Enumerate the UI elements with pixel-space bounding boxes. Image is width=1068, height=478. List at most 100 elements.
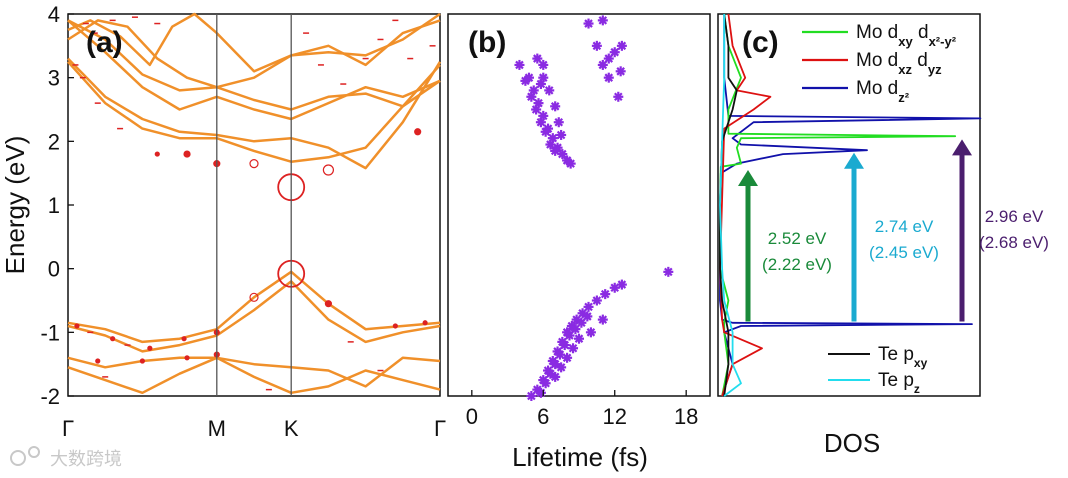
dos-curve — [719, 14, 742, 397]
legend-text: Mo d — [856, 50, 898, 71]
lifetime-point — [570, 324, 581, 335]
lifetime-point — [603, 72, 614, 83]
legend-label: Te pz — [878, 370, 920, 396]
band-weight-marker — [147, 345, 153, 351]
y-tick-label: 1 — [48, 193, 60, 218]
lifetime-point — [556, 362, 567, 373]
band-c4 — [67, 19, 441, 111]
lifetime-point — [603, 53, 614, 64]
lifetime-point — [545, 139, 556, 150]
lifetime-point — [526, 91, 537, 102]
panel-a-kpoint-lines — [216, 14, 292, 396]
k-tick-label: M — [208, 416, 226, 441]
lifetime-point — [532, 53, 543, 64]
band-weight-marker — [184, 355, 190, 361]
transition-energy-label: 2.52 eV — [768, 229, 827, 248]
legend-text: Mo d — [856, 78, 898, 99]
watermark-text: 大数跨境 — [50, 449, 122, 469]
transition-energy-label-alt: (2.22 eV) — [762, 255, 832, 274]
lifetime-point — [616, 279, 627, 290]
transition-energy-label: 2.96 eV — [985, 207, 1044, 226]
legend-text: d — [912, 50, 928, 71]
lifetime-point-stroke — [555, 350, 565, 359]
lifetime-point-stroke — [592, 41, 602, 51]
lifetime-point — [556, 129, 567, 140]
legend-sub: yz — [928, 62, 942, 77]
transition-arrow-head — [844, 152, 864, 169]
band-weight-marker — [324, 300, 332, 308]
lifetime-point — [609, 47, 620, 58]
lifetime-point — [568, 343, 579, 354]
band-c3 — [67, 19, 441, 121]
lifetime-point — [531, 104, 542, 115]
lifetime-point-stroke — [531, 105, 541, 114]
panel-a-markers — [72, 16, 436, 391]
lifetime-point-stroke — [566, 159, 575, 168]
band-v3 — [67, 356, 441, 388]
y-tick-label: 4 — [48, 2, 60, 27]
band-v4 — [67, 356, 441, 395]
band-weight-marker — [181, 336, 187, 342]
lifetime-point-stroke — [521, 76, 530, 86]
lifetime-point-stroke — [583, 312, 592, 321]
lifetime-point-stroke — [533, 54, 542, 63]
band-weight-marker — [249, 292, 259, 302]
lifetime-point — [615, 66, 626, 77]
lifetime-point-stroke — [527, 92, 536, 102]
panel-a-y-axis-label: Energy (eV) — [0, 136, 30, 275]
band-weight-marker — [414, 128, 422, 136]
transition-arrow-head — [738, 169, 758, 186]
lifetime-point-stroke — [515, 60, 524, 70]
lifetime-point — [520, 75, 531, 86]
lifetime-point — [616, 40, 627, 51]
lifetime-point — [597, 15, 608, 26]
transition-arrow-head — [952, 139, 972, 156]
band-v2 — [67, 280, 441, 353]
x-tick-label: 6 — [537, 404, 549, 429]
x-tick-label: 12 — [602, 404, 626, 429]
lifetime-point-stroke — [536, 117, 546, 127]
legend-label: Mo dxy dx²-y² — [856, 22, 957, 49]
lifetime-point-stroke — [604, 54, 614, 63]
lifetime-point — [585, 327, 596, 338]
lifetime-point-stroke — [577, 318, 586, 328]
lifetime-point-stroke — [600, 289, 610, 299]
lifetime-point-stroke — [538, 60, 548, 70]
lifetime-point-stroke — [550, 102, 560, 111]
transition-energy-label-alt: (2.68 eV) — [979, 233, 1049, 252]
lifetime-point-stroke — [550, 359, 560, 369]
band-v1 — [67, 270, 441, 344]
legend-text: Te p — [878, 370, 914, 391]
band-c1 — [67, 60, 441, 163]
lifetime-point-stroke — [614, 92, 623, 102]
lifetime-point — [540, 378, 551, 389]
y-tick-label: 0 — [48, 257, 60, 282]
panel-b-label: (b) — [468, 26, 506, 59]
lifetime-point-stroke — [616, 67, 625, 76]
lifetime-point-stroke — [604, 73, 614, 82]
lifetime-point — [591, 40, 602, 51]
lifetime-point — [576, 317, 587, 328]
panel-b-frame — [447, 13, 711, 397]
lifetime-point — [597, 59, 608, 70]
lifetime-point-stroke — [584, 302, 593, 312]
legend-sub: xy — [898, 34, 913, 49]
lifetime-point-stroke — [598, 315, 608, 324]
legend-text: Mo d — [856, 22, 898, 43]
lifetime-point — [544, 85, 555, 96]
lifetime-point — [663, 266, 674, 277]
band-c2 — [67, 57, 442, 170]
legend-sub: x²-y² — [929, 34, 957, 49]
lifetime-point-stroke — [562, 353, 572, 363]
lifetime-point-stroke — [578, 308, 587, 318]
transition-energy-label-alt: (2.45 eV) — [869, 243, 939, 262]
lifetime-point — [553, 117, 564, 128]
panel-c-x-axis-label: DOS — [824, 428, 880, 458]
band-weight-marker — [392, 323, 398, 329]
lifetime-point-stroke — [554, 117, 564, 127]
panel-a-y-ticks: -2 -1 0 1 2 3 4 — [40, 2, 74, 409]
band-weight-marker — [322, 164, 334, 176]
lifetime-point — [538, 72, 549, 83]
lifetime-point-stroke — [617, 280, 627, 289]
